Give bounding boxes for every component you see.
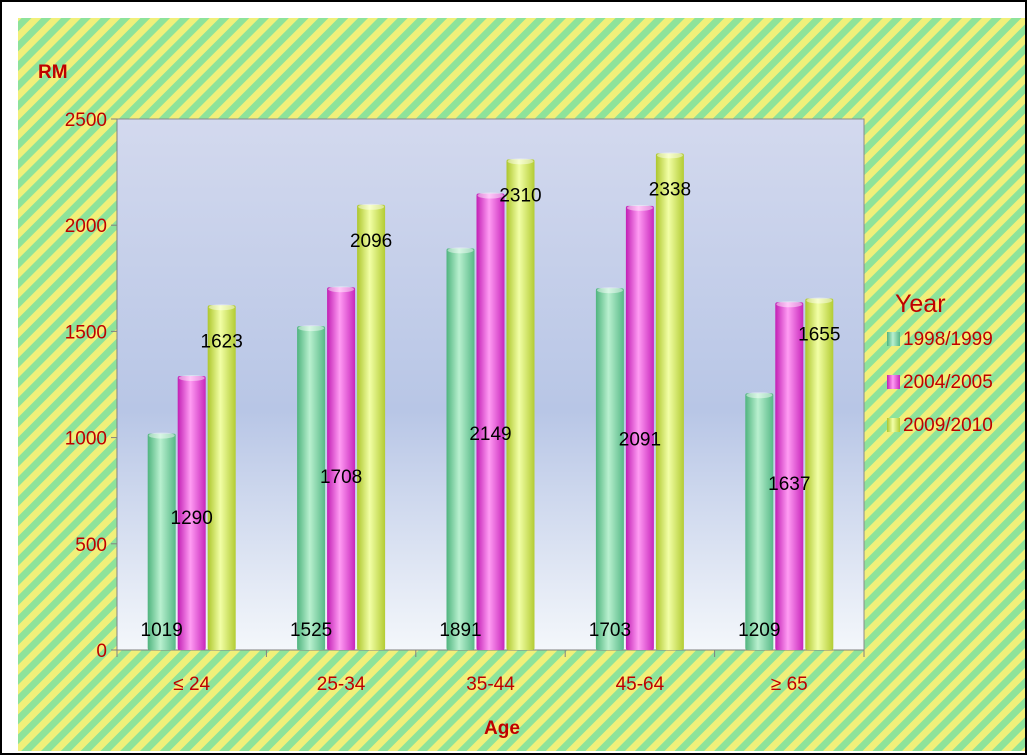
y-tick-label: 0 xyxy=(96,641,107,662)
y-tick-label: 2000 xyxy=(65,216,107,237)
x-tick-label: 45-64 xyxy=(616,674,665,695)
data-label: 2149 xyxy=(469,424,511,445)
bar-1998-1999-3 xyxy=(595,288,624,650)
bar-1998-1999-1 xyxy=(297,326,326,650)
data-label: 1209 xyxy=(738,620,780,641)
x-tick-label: 35-44 xyxy=(466,674,515,695)
bars xyxy=(147,152,834,651)
legend-swatch xyxy=(887,375,900,389)
bar-cap xyxy=(447,247,474,254)
bar-2004-2005-4 xyxy=(775,302,804,650)
legend-title: Year xyxy=(895,290,946,318)
bar-cap xyxy=(507,158,534,165)
bar-1998-1999-4 xyxy=(745,393,774,650)
data-label: 1891 xyxy=(439,620,481,641)
legend-swatch xyxy=(887,332,900,346)
bar-cap xyxy=(358,203,385,210)
x-tick-label: ≥ 65 xyxy=(771,674,808,695)
x-tick-label: ≤ 24 xyxy=(173,674,210,695)
data-label: 1019 xyxy=(141,620,183,641)
data-label: 1525 xyxy=(290,620,332,641)
y-tick-label: 2500 xyxy=(65,110,107,131)
bar-cap xyxy=(776,301,803,308)
legend-label: 2009/2010 xyxy=(903,415,993,436)
y-tick-label: 1000 xyxy=(65,429,107,450)
data-label: 1623 xyxy=(201,331,243,352)
data-label: 2310 xyxy=(499,185,541,206)
data-label: 2096 xyxy=(350,231,392,252)
data-label: 2091 xyxy=(619,430,661,451)
bar-cap xyxy=(596,287,623,294)
legend: Year 1998/1999 2004/2005 2009/2010 xyxy=(887,290,993,436)
bar-2004-2005-2 xyxy=(476,193,505,650)
bar-cap xyxy=(626,204,653,211)
bar-cap xyxy=(298,325,325,332)
x-tick-label: 25-34 xyxy=(317,674,366,695)
data-label: 2338 xyxy=(649,179,691,200)
x-axis-title: Age xyxy=(484,718,520,739)
bar-cap xyxy=(806,297,833,304)
x-axis: ≤ 24 25-34 35-44 45-64 ≥ 65 xyxy=(116,649,865,695)
y-tick-label: 1500 xyxy=(65,322,107,343)
bar-2009-2010-4 xyxy=(805,298,834,650)
bar-2004-2005-3 xyxy=(625,205,654,651)
y-axis-title: RM xyxy=(38,62,68,83)
bar-cap xyxy=(208,304,235,311)
bar-2009-2010-0 xyxy=(207,305,236,650)
data-label: 1708 xyxy=(320,467,362,488)
bar-2004-2005-1 xyxy=(327,287,356,650)
legend-label: 2004/2005 xyxy=(903,372,993,393)
data-label: 1655 xyxy=(798,324,840,345)
bar-cap xyxy=(656,152,683,159)
bar-cap xyxy=(477,192,504,199)
bar-2009-2010-1 xyxy=(357,204,386,650)
bar-2009-2010-2 xyxy=(506,159,535,650)
y-axis: 0 500 1000 1500 2000 2500 xyxy=(65,110,118,662)
data-label: 1290 xyxy=(171,508,213,529)
bar-cap xyxy=(328,286,355,293)
bar-cap xyxy=(148,432,175,439)
data-label: 1703 xyxy=(589,620,631,641)
data-labels: 1019 1525 1891 1703 1209 1290 1708 2149 2091 1637… xyxy=(141,179,841,641)
data-label: 1637 xyxy=(768,474,810,495)
bar-cap xyxy=(178,375,205,382)
legend-label: 1998/1999 xyxy=(903,329,993,350)
bar-2004-2005-0 xyxy=(177,376,206,650)
y-tick-label: 500 xyxy=(75,535,107,556)
bar-cap xyxy=(746,392,773,399)
bar-1998-1999-2 xyxy=(446,248,475,650)
legend-swatch xyxy=(887,418,900,432)
bar-1998-1999-0 xyxy=(147,433,176,650)
bar-2009-2010-3 xyxy=(655,153,684,650)
